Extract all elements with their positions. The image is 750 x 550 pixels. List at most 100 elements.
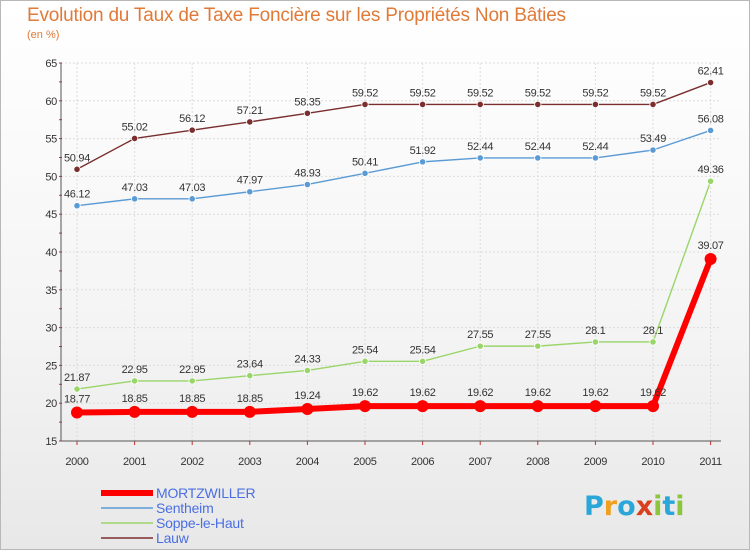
- chart-series: [71, 78, 717, 419]
- data-label-mortzwiller: 18.77: [64, 393, 90, 405]
- data-label-soppe-le-haut: 27.55: [467, 329, 493, 341]
- data-label-sentheim: 47.03: [122, 182, 148, 194]
- data-point-soppe-le-haut: [303, 366, 311, 375]
- x-tick-label: 2011: [699, 456, 722, 468]
- data-label-lauw: 50.94: [64, 152, 90, 164]
- data-label-sentheim: 52.44: [525, 141, 551, 153]
- data-point-mortzwiller: [128, 405, 141, 418]
- logo-letter: i: [675, 491, 685, 522]
- data-point-mortzwiller: [301, 402, 314, 415]
- data-label-lauw: 56.12: [179, 113, 205, 125]
- data-point-soppe-le-haut: [706, 177, 715, 185]
- series-line-sentheim: [76, 129, 711, 207]
- data-point-soppe-le-haut: [188, 377, 196, 385]
- data-label-sentheim: 51.92: [410, 145, 436, 157]
- data-point-mortzwiller: [243, 405, 256, 418]
- data-point-lauw: [534, 100, 542, 109]
- series-line-lauw: [76, 81, 711, 170]
- data-point-sentheim: [188, 195, 196, 203]
- logo-letter: t: [662, 491, 676, 522]
- x-tick-label: 2009: [584, 456, 607, 468]
- x-tick-label: 2007: [469, 456, 492, 468]
- data-point-sentheim: [303, 180, 311, 189]
- data-label-soppe-le-haut: 22.95: [122, 364, 148, 376]
- data-label-soppe-le-haut: 28.1: [643, 325, 663, 337]
- x-tick-label: 2002: [181, 456, 204, 468]
- x-tick-label: 2003: [238, 456, 261, 468]
- data-point-sentheim: [476, 154, 484, 162]
- x-tick-label: 2005: [353, 456, 376, 468]
- data-label-sentheim: 47.03: [179, 182, 205, 194]
- logo-letter: P: [584, 491, 604, 522]
- x-tick-label: 2006: [411, 456, 434, 468]
- data-labels: 50.94 55.02 56.12 57.21 58.35 59.52 59.52 59.52…: [64, 66, 724, 406]
- data-label-sentheim: 47.97: [237, 175, 263, 187]
- data-point-soppe-le-haut: [131, 377, 139, 385]
- data-label-lauw: 58.35: [294, 96, 320, 108]
- data-point-sentheim: [73, 202, 81, 210]
- data-label-mortzwiller: 39.07: [698, 240, 724, 252]
- chart-title: Evolution du Taux de Taxe Foncière sur l…: [27, 5, 566, 26]
- data-label-sentheim: 50.41: [352, 156, 378, 168]
- y-tick-label: 30: [45, 323, 57, 335]
- data-point-sentheim: [418, 158, 427, 166]
- data-point-lauw: [706, 78, 715, 87]
- legend-label: Lauw: [156, 530, 190, 546]
- data-label-soppe-le-haut: 23.64: [237, 359, 263, 371]
- data-point-sentheim: [534, 154, 542, 162]
- data-label-mortzwiller: 19.62: [640, 387, 666, 399]
- data-point-lauw: [418, 100, 427, 109]
- data-label-lauw: 59.52: [352, 87, 378, 99]
- data-point-soppe-le-haut: [361, 357, 369, 365]
- series-line-soppe-le-haut: [76, 181, 712, 390]
- data-label-sentheim: 48.93: [294, 167, 320, 179]
- legend-label: Soppe-le-Haut: [156, 515, 244, 531]
- proxiti-logo: Proxiti: [584, 491, 685, 522]
- y-tick-label: 25: [45, 360, 57, 372]
- logo-letter: i: [653, 491, 663, 522]
- data-point-sentheim: [246, 188, 254, 196]
- y-tick-label: 40: [45, 247, 57, 259]
- data-point-mortzwiller: [647, 400, 659, 413]
- data-label-mortzwiller: 19.62: [352, 387, 378, 399]
- data-point-mortzwiller: [359, 400, 371, 413]
- data-point-soppe-le-haut: [534, 342, 542, 350]
- data-point-lauw: [591, 100, 600, 109]
- data-point-lauw: [188, 126, 196, 134]
- data-point-mortzwiller: [416, 400, 429, 413]
- data-point-lauw: [361, 100, 369, 109]
- y-tick-label: 55: [45, 134, 57, 146]
- data-label-mortzwiller: 19.24: [294, 390, 320, 402]
- data-label-lauw: 59.52: [640, 87, 666, 99]
- y-tick-label: 45: [45, 209, 57, 221]
- y-axis-ticks: 15 20 25 30 35 40 45 50 55 60 65: [45, 58, 57, 448]
- chart-axes: [59, 62, 721, 445]
- data-label-mortzwiller: 18.85: [237, 393, 263, 405]
- data-point-sentheim: [706, 126, 715, 135]
- data-point-soppe-le-haut: [476, 342, 484, 350]
- data-label-soppe-le-haut: 24.33: [294, 353, 320, 365]
- data-point-mortzwiller: [531, 400, 544, 413]
- data-point-soppe-le-haut: [246, 372, 254, 380]
- y-tick-label: 65: [45, 58, 57, 70]
- data-label-mortzwiller: 19.62: [525, 387, 551, 399]
- data-label-soppe-le-haut: 21.87: [64, 372, 90, 384]
- data-point-soppe-le-haut: [649, 338, 657, 346]
- y-tick-label: 15: [45, 436, 57, 448]
- x-tick-label: 2000: [65, 456, 88, 468]
- y-axis-unit-label: (en %): [27, 29, 60, 41]
- data-label-lauw: 55.02: [122, 121, 148, 133]
- data-label-mortzwiller: 19.62: [582, 387, 608, 399]
- data-label-lauw: 59.52: [525, 87, 551, 99]
- data-point-mortzwiller: [704, 253, 717, 266]
- logo-letter: x: [635, 491, 654, 522]
- data-label-lauw: 62.41: [698, 66, 724, 78]
- data-point-lauw: [246, 118, 254, 126]
- data-point-mortzwiller: [474, 400, 487, 413]
- y-tick-label: 35: [45, 285, 57, 297]
- data-point-sentheim: [591, 154, 600, 162]
- x-axis-ticks: 2000 2001 2002 2003 2004 2005 2006 2007 2008 2009…: [65, 456, 722, 468]
